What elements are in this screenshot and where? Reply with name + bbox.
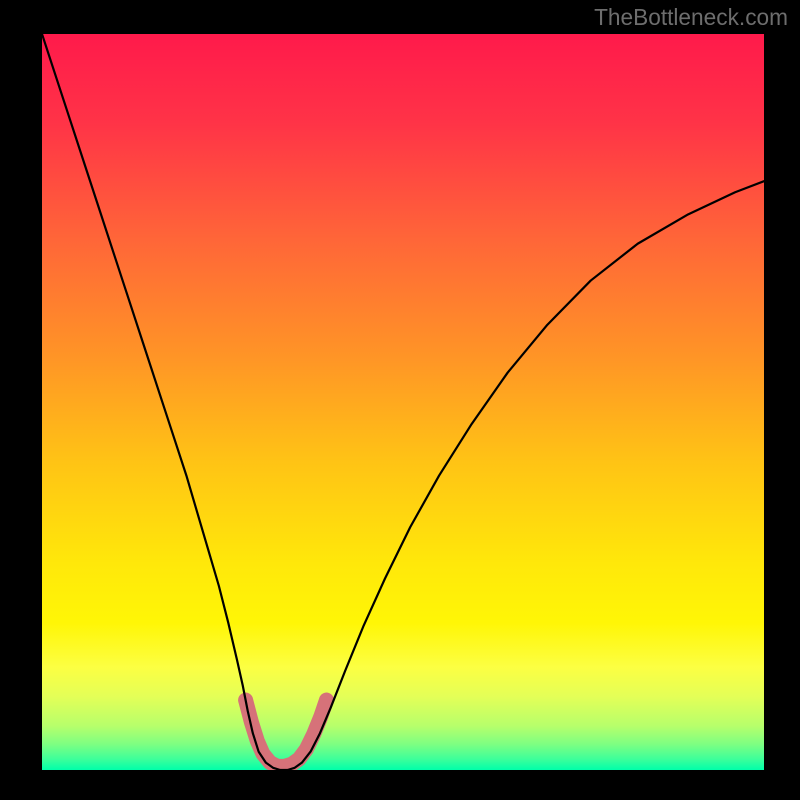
chart-canvas: TheBottleneck.com	[0, 0, 800, 800]
plot-background	[42, 34, 764, 770]
watermark: TheBottleneck.com	[594, 4, 788, 31]
bottleneck-plot	[42, 34, 764, 770]
